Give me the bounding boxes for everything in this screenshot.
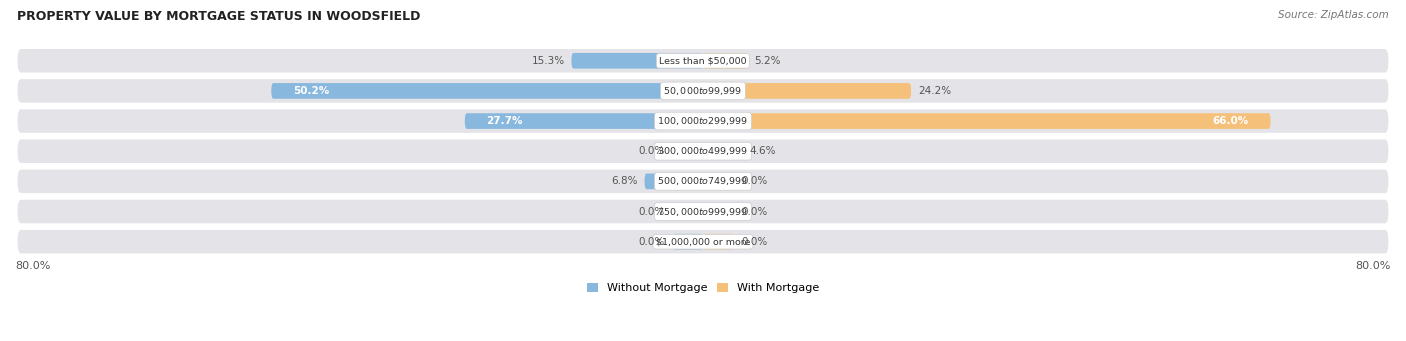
Text: 5.2%: 5.2%: [755, 56, 782, 66]
FancyBboxPatch shape: [673, 143, 703, 159]
Text: 4.6%: 4.6%: [749, 146, 776, 156]
FancyBboxPatch shape: [271, 83, 703, 99]
FancyBboxPatch shape: [18, 109, 1388, 133]
FancyBboxPatch shape: [18, 230, 1388, 253]
FancyBboxPatch shape: [703, 143, 742, 159]
FancyBboxPatch shape: [703, 113, 1271, 129]
Text: 80.0%: 80.0%: [15, 261, 51, 271]
Text: PROPERTY VALUE BY MORTGAGE STATUS IN WOODSFIELD: PROPERTY VALUE BY MORTGAGE STATUS IN WOO…: [17, 10, 420, 23]
Text: $100,000 to $299,999: $100,000 to $299,999: [658, 115, 748, 127]
Text: 0.0%: 0.0%: [742, 176, 768, 187]
FancyBboxPatch shape: [703, 234, 733, 250]
Text: 24.2%: 24.2%: [918, 86, 950, 96]
FancyBboxPatch shape: [673, 234, 703, 250]
Text: 0.0%: 0.0%: [742, 207, 768, 217]
FancyBboxPatch shape: [18, 79, 1388, 103]
FancyBboxPatch shape: [18, 169, 1388, 193]
Text: $500,000 to $749,999: $500,000 to $749,999: [658, 175, 748, 187]
Text: $300,000 to $499,999: $300,000 to $499,999: [658, 145, 748, 157]
FancyBboxPatch shape: [465, 113, 703, 129]
FancyBboxPatch shape: [703, 83, 911, 99]
FancyBboxPatch shape: [644, 174, 703, 189]
FancyBboxPatch shape: [18, 49, 1388, 73]
FancyBboxPatch shape: [703, 174, 733, 189]
Text: $750,000 to $999,999: $750,000 to $999,999: [658, 206, 748, 218]
Text: Source: ZipAtlas.com: Source: ZipAtlas.com: [1278, 10, 1389, 20]
Text: 0.0%: 0.0%: [742, 237, 768, 247]
Text: Less than $50,000: Less than $50,000: [659, 56, 747, 65]
Text: $1,000,000 or more: $1,000,000 or more: [655, 237, 751, 246]
FancyBboxPatch shape: [18, 200, 1388, 223]
FancyBboxPatch shape: [571, 53, 703, 69]
FancyBboxPatch shape: [18, 139, 1388, 163]
FancyBboxPatch shape: [673, 204, 703, 219]
Text: 0.0%: 0.0%: [638, 207, 664, 217]
FancyBboxPatch shape: [703, 53, 748, 69]
Text: 15.3%: 15.3%: [531, 56, 565, 66]
Text: 6.8%: 6.8%: [612, 176, 638, 187]
Text: 27.7%: 27.7%: [486, 116, 523, 126]
Text: 66.0%: 66.0%: [1213, 116, 1249, 126]
Text: 0.0%: 0.0%: [638, 146, 664, 156]
Text: 50.2%: 50.2%: [292, 86, 329, 96]
Text: 0.0%: 0.0%: [638, 237, 664, 247]
Text: $50,000 to $99,999: $50,000 to $99,999: [664, 85, 742, 97]
Text: 80.0%: 80.0%: [1355, 261, 1391, 271]
FancyBboxPatch shape: [703, 204, 733, 219]
Legend: Without Mortgage, With Mortgage: Without Mortgage, With Mortgage: [582, 278, 824, 298]
